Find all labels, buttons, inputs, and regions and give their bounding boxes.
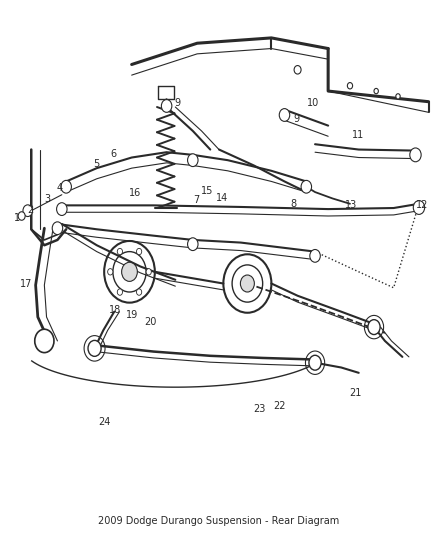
Circle shape bbox=[61, 180, 71, 193]
Circle shape bbox=[368, 320, 380, 335]
Text: 17: 17 bbox=[20, 279, 32, 288]
Circle shape bbox=[310, 249, 320, 262]
Text: 6: 6 bbox=[110, 149, 117, 159]
Circle shape bbox=[396, 94, 400, 99]
Text: 4: 4 bbox=[57, 183, 63, 193]
Circle shape bbox=[347, 83, 353, 89]
Circle shape bbox=[146, 269, 151, 275]
Circle shape bbox=[374, 88, 378, 94]
Text: 14: 14 bbox=[216, 193, 229, 204]
Text: 11: 11 bbox=[352, 130, 364, 140]
Circle shape bbox=[122, 262, 138, 281]
Text: 1: 1 bbox=[14, 213, 20, 223]
Text: 13: 13 bbox=[345, 200, 357, 211]
Text: 2009 Dodge Durango Suspension - Rear Diagram: 2009 Dodge Durango Suspension - Rear Dia… bbox=[99, 516, 339, 526]
Text: 7: 7 bbox=[193, 195, 199, 205]
Circle shape bbox=[38, 333, 51, 349]
Text: 9: 9 bbox=[174, 98, 180, 108]
Text: 16: 16 bbox=[129, 188, 141, 198]
Circle shape bbox=[117, 248, 123, 255]
Text: 2: 2 bbox=[27, 205, 34, 215]
Circle shape bbox=[18, 212, 25, 220]
Circle shape bbox=[161, 100, 172, 112]
Text: 22: 22 bbox=[273, 401, 286, 411]
Text: 20: 20 bbox=[144, 317, 156, 327]
Circle shape bbox=[187, 154, 198, 166]
Text: 12: 12 bbox=[416, 200, 428, 211]
Circle shape bbox=[57, 203, 67, 215]
Text: 10: 10 bbox=[307, 98, 319, 108]
Circle shape bbox=[410, 148, 421, 162]
Circle shape bbox=[23, 205, 32, 216]
Circle shape bbox=[187, 238, 198, 251]
Text: 24: 24 bbox=[99, 417, 111, 427]
Text: 23: 23 bbox=[253, 404, 265, 414]
Circle shape bbox=[108, 269, 113, 275]
Circle shape bbox=[137, 248, 142, 255]
Circle shape bbox=[35, 329, 54, 353]
Text: 15: 15 bbox=[201, 186, 213, 196]
Text: 3: 3 bbox=[45, 194, 51, 204]
Circle shape bbox=[413, 200, 425, 214]
Circle shape bbox=[294, 66, 301, 74]
Circle shape bbox=[137, 289, 142, 295]
Text: 18: 18 bbox=[109, 305, 121, 315]
Text: 8: 8 bbox=[290, 199, 296, 209]
Circle shape bbox=[240, 275, 254, 292]
Text: 21: 21 bbox=[349, 388, 361, 398]
Circle shape bbox=[117, 289, 123, 295]
Circle shape bbox=[309, 356, 321, 370]
Circle shape bbox=[88, 341, 101, 357]
Circle shape bbox=[279, 109, 290, 122]
Text: 5: 5 bbox=[93, 159, 99, 169]
Circle shape bbox=[301, 180, 311, 193]
Text: 19: 19 bbox=[127, 310, 139, 320]
Circle shape bbox=[52, 222, 63, 235]
Text: 9: 9 bbox=[293, 114, 300, 124]
